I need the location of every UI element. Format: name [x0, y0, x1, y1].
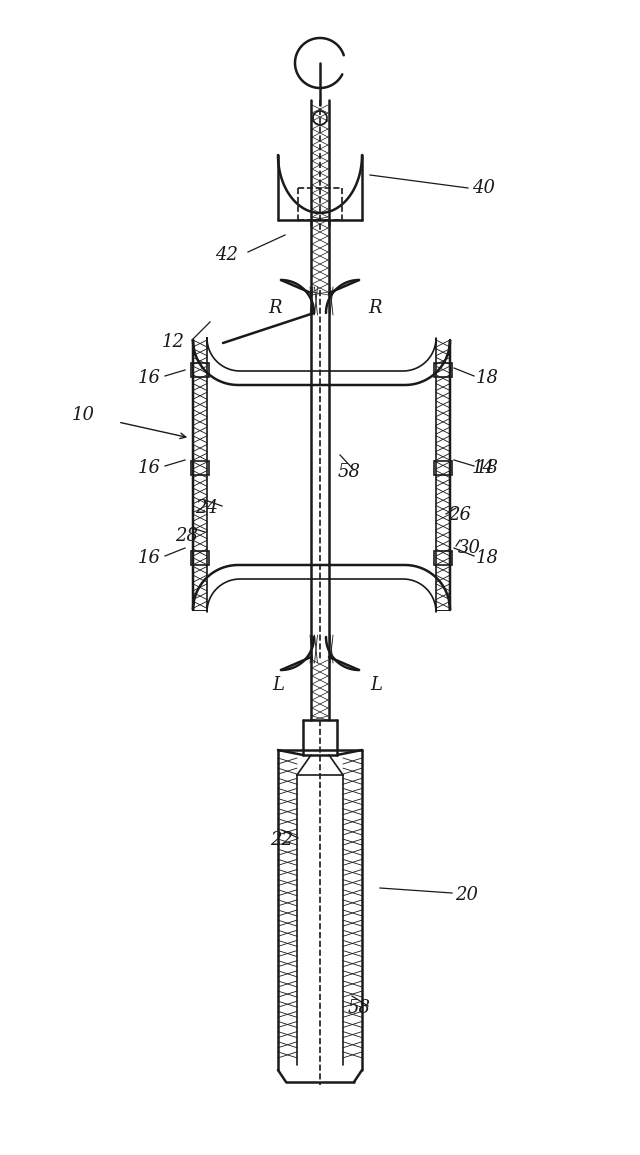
Text: 18: 18	[476, 368, 499, 387]
Text: L: L	[272, 676, 284, 694]
Text: 16: 16	[138, 368, 161, 387]
Text: 30: 30	[458, 539, 481, 557]
Text: L: L	[370, 676, 382, 694]
Text: 10: 10	[72, 407, 95, 424]
Text: 58: 58	[338, 463, 361, 480]
Text: 24: 24	[195, 499, 218, 517]
Text: 58: 58	[348, 999, 371, 1018]
Text: 26: 26	[448, 506, 471, 524]
Text: 22: 22	[270, 830, 293, 849]
Text: 40: 40	[472, 179, 495, 198]
Text: 18: 18	[476, 459, 499, 477]
Text: 42: 42	[215, 246, 238, 264]
Text: R: R	[368, 299, 381, 316]
Bar	[191, 363, 209, 377]
Text: 28: 28	[175, 527, 198, 545]
Bar	[434, 461, 452, 475]
Text: 16: 16	[138, 549, 161, 567]
Text: 18: 18	[476, 549, 499, 567]
Bar	[434, 363, 452, 377]
Text: 20: 20	[455, 886, 478, 904]
Bar	[191, 551, 209, 565]
Text: 12: 12	[162, 333, 185, 351]
Bar	[434, 551, 452, 565]
Bar	[191, 461, 209, 475]
Text: 16: 16	[138, 459, 161, 477]
Text: 14: 14	[472, 459, 495, 477]
Text: R: R	[268, 299, 282, 316]
